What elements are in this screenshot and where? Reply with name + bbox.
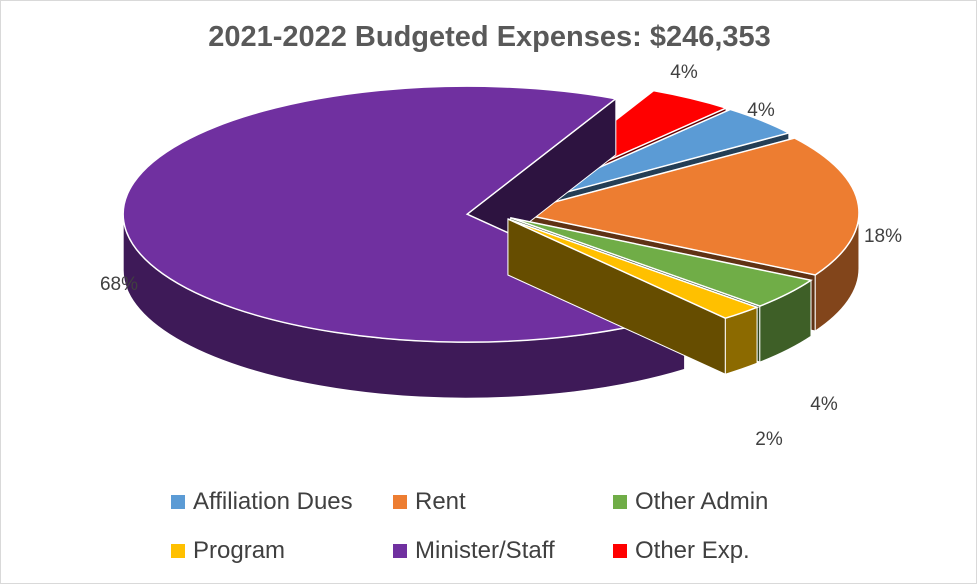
data-label: 2% bbox=[755, 429, 783, 450]
legend-swatch bbox=[171, 544, 185, 558]
chart-title: 2021-2022 Budgeted Expenses: $246,353 bbox=[208, 21, 771, 53]
data-label: 18% bbox=[864, 226, 902, 247]
data-label: 68% bbox=[100, 274, 138, 295]
legend-swatch bbox=[613, 495, 627, 509]
legend-label: Rent bbox=[415, 488, 466, 515]
data-label: 4% bbox=[670, 62, 698, 83]
pie-slice-program bbox=[507, 218, 760, 375]
legend-label: Program bbox=[193, 537, 286, 564]
slice-top bbox=[514, 137, 860, 276]
slice-top bbox=[507, 218, 760, 319]
legend-label: Other Exp. bbox=[635, 537, 750, 564]
legend-item: Other Admin bbox=[613, 487, 768, 517]
slice-top bbox=[510, 217, 813, 307]
legend-swatch bbox=[613, 544, 627, 558]
legend-label: Minister/Staff bbox=[415, 537, 555, 564]
legend-item: Program bbox=[171, 536, 285, 566]
legend-label: Other Admin bbox=[635, 488, 769, 515]
legend-item: Minister/Staff bbox=[393, 536, 555, 566]
data-label: 4% bbox=[810, 394, 838, 415]
legend-swatch bbox=[393, 544, 407, 558]
legend-item: Other Exp. bbox=[613, 536, 750, 566]
legend-item: Affiliation Dues bbox=[171, 487, 353, 517]
legend-item: Rent bbox=[393, 487, 466, 517]
legend-label: Affiliation Dues bbox=[193, 488, 353, 515]
legend-swatch bbox=[171, 495, 185, 509]
legend-swatch bbox=[393, 495, 407, 509]
data-label: 4% bbox=[747, 100, 775, 121]
